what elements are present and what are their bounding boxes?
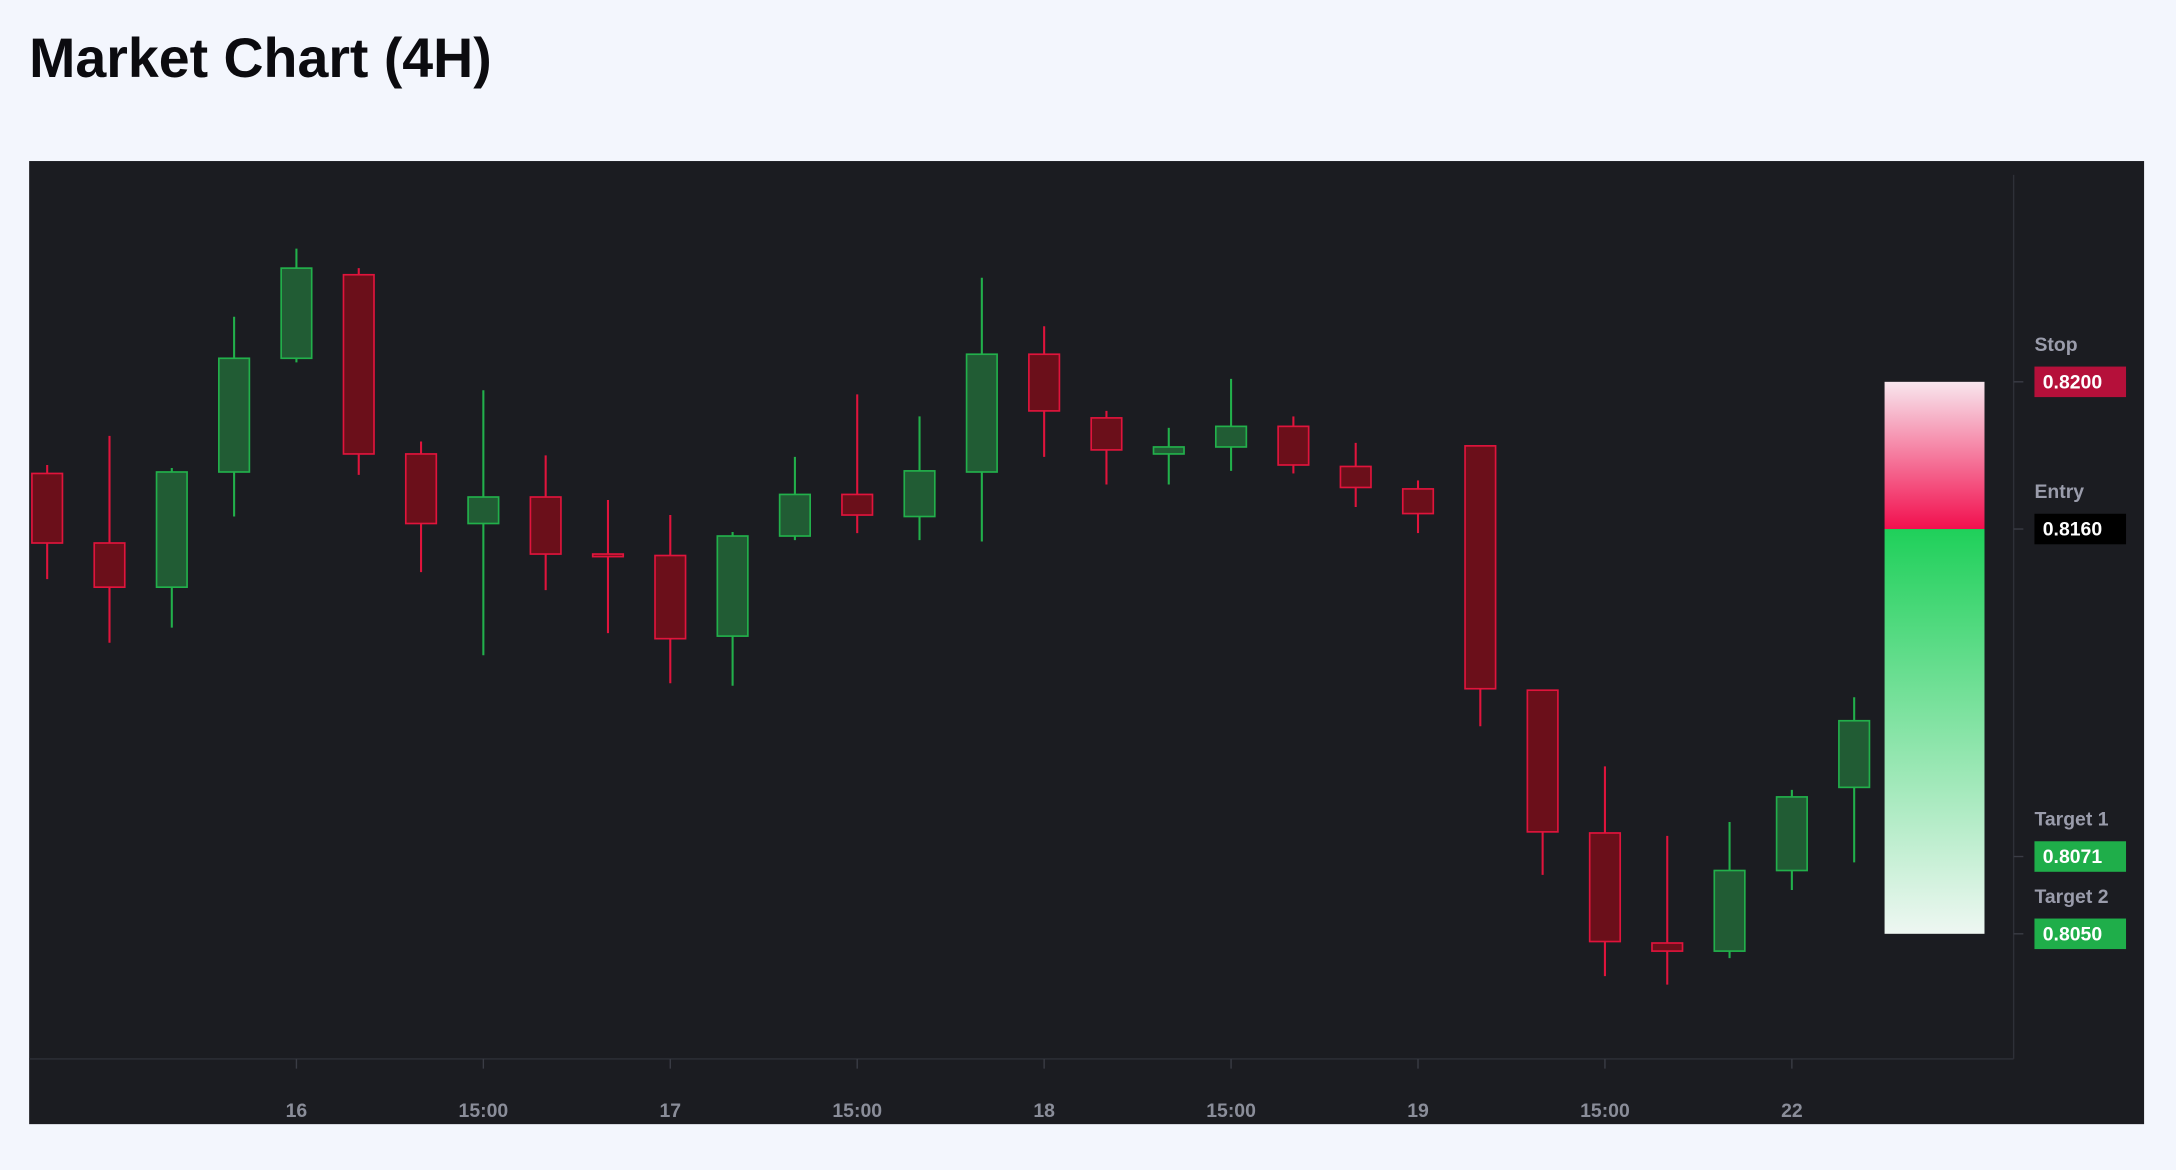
level-badge — [2034, 918, 2127, 950]
level-name: Entry — [2034, 481, 2084, 503]
candle-body — [1339, 465, 1372, 489]
candle-body — [1028, 353, 1061, 412]
candle-body — [529, 496, 562, 555]
plot: 16 15:00 17 15:00 18 15:00 19 15:00 22 Stop 0.8200… — [31, 248, 2127, 1122]
x-tick-label: 15:00 — [832, 1100, 882, 1122]
level-badge — [2034, 841, 2127, 872]
candle-body — [1214, 425, 1248, 448]
x-tick-label: 15:00 — [459, 1100, 509, 1122]
candle-body — [716, 535, 749, 637]
x-tick-label: 15:00 — [1580, 1100, 1630, 1122]
level-name: Target 1 — [2034, 809, 2108, 831]
candle-body — [1713, 869, 1746, 952]
candle-body — [1401, 488, 1435, 515]
candle-body — [467, 496, 500, 525]
candle-body — [965, 353, 998, 473]
chart-title: Market Chart (4H) — [29, 27, 492, 89]
level-badge — [2034, 513, 2127, 545]
level-value: 0.8050 — [2043, 923, 2102, 945]
candle-body — [1464, 445, 1497, 690]
x-tick-label: 18 — [1033, 1100, 1055, 1122]
candle-body — [841, 493, 874, 516]
candle-body — [218, 357, 251, 473]
candle-body — [31, 472, 64, 544]
candle-body — [404, 453, 438, 525]
level-badge — [2034, 366, 2127, 398]
level-name: Stop — [2034, 334, 2077, 356]
candle-body — [155, 471, 188, 588]
x-tick-label: 22 — [1781, 1100, 1803, 1122]
candle-body — [280, 267, 313, 360]
x-tick-label: 15:00 — [1206, 1100, 1256, 1122]
level-value: 0.8200 — [2043, 371, 2102, 393]
x-tick-label: 16 — [286, 1100, 308, 1122]
candle-body — [342, 273, 375, 455]
candle-body — [1838, 719, 1871, 789]
x-tick-label: 19 — [1407, 1100, 1429, 1122]
chart-panel — [29, 161, 2145, 1125]
candle-body — [1775, 796, 1808, 872]
level-name: Target 2 — [2034, 886, 2108, 908]
candle-body — [93, 542, 126, 588]
candle-body — [1588, 832, 1622, 943]
candle-body — [1090, 417, 1123, 451]
level-value: 0.8071 — [2043, 846, 2103, 868]
candle-body — [903, 470, 936, 518]
level-value: 0.8160 — [2043, 519, 2102, 541]
candle-body — [1152, 446, 1185, 455]
candle-body — [654, 554, 687, 640]
x-tick-label: 17 — [659, 1100, 681, 1122]
candle-body — [591, 553, 625, 558]
risk-zone — [1884, 381, 1985, 530]
reward-zone — [1884, 529, 1985, 934]
candle-body — [1651, 942, 1684, 952]
candle-body — [778, 493, 812, 537]
candle-body — [1277, 425, 1310, 466]
candle-body — [1526, 689, 1559, 833]
